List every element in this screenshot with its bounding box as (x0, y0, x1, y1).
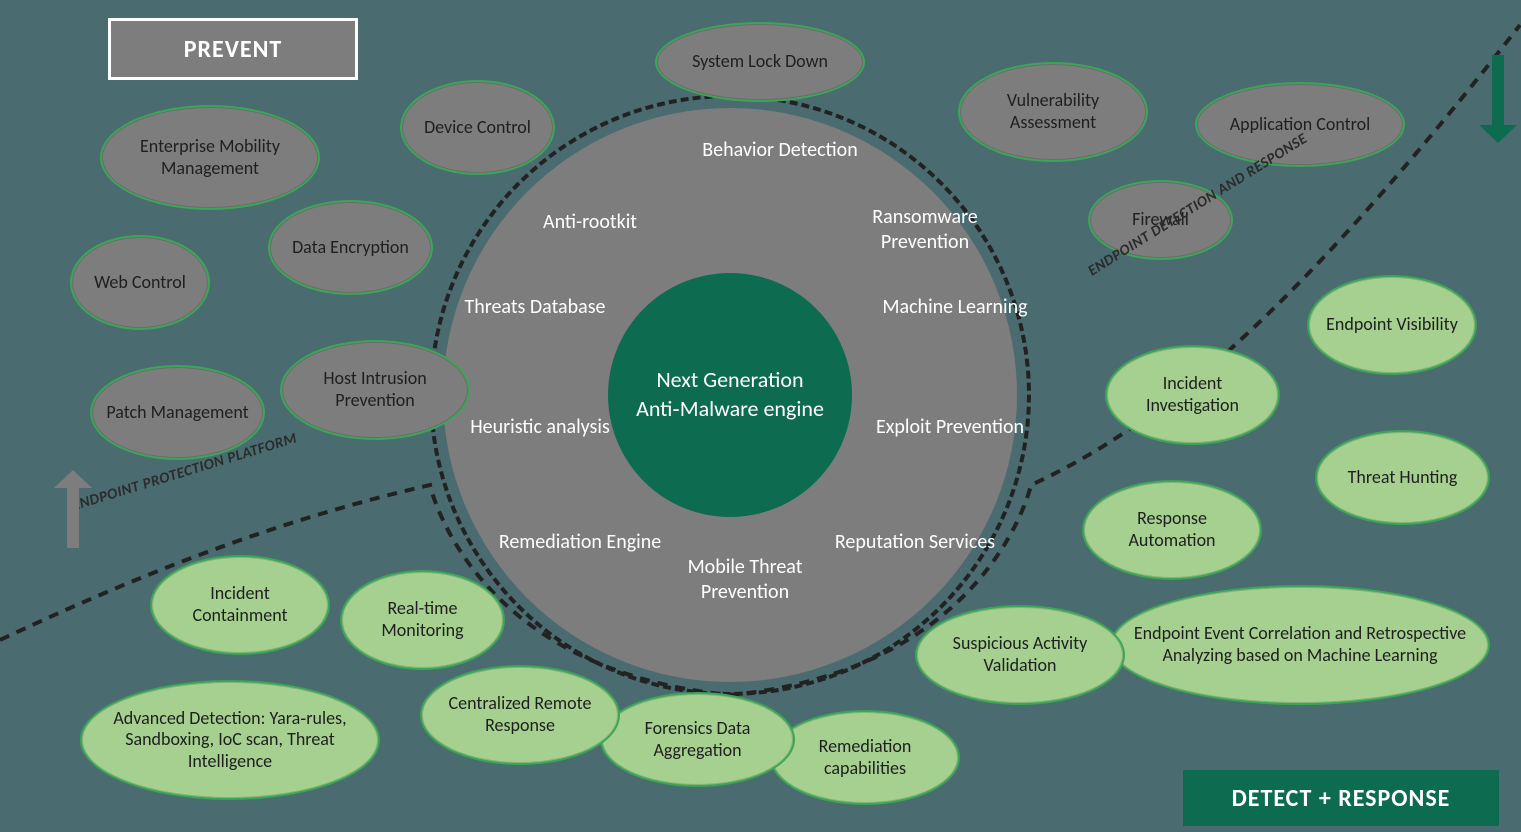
prevent-bubble: Data Encryption (268, 200, 433, 295)
ring-label: Remediation Engine (490, 530, 670, 555)
detect-response-title: DETECT + RESPONSE (1183, 770, 1499, 826)
ring-label: Ransomware Prevention (830, 205, 1020, 255)
prevent-up-arrow-icon (55, 470, 91, 548)
detect-down-arrow-icon (1480, 55, 1516, 143)
ring-label: Threats Database (460, 295, 610, 320)
detect-bubble: Endpoint Visibility (1307, 275, 1477, 375)
prevent-bubble: Enterprise Mobility Management (100, 105, 320, 210)
prevent-bubble: Web Control (70, 235, 210, 330)
ring-label: Exploit Prevention (870, 415, 1030, 440)
detect-bubble: Incident Investigation (1105, 345, 1280, 445)
ring-label: Heuristic analysis (465, 415, 615, 440)
detect-bubble: Threat Hunting (1315, 430, 1490, 525)
center-engine-circle: Next Generation Anti‑Malware engine (608, 273, 852, 517)
detect-bubble: Remediation capabilities (770, 710, 960, 805)
prevent-title: PREVENT (108, 18, 358, 80)
ring-label: Mobile Threat Prevention (660, 555, 830, 605)
prevent-bubble: Application Control (1195, 82, 1405, 167)
prevent-bubble: Device Control (400, 80, 555, 175)
detect-bubble: Centralized Remote Response (420, 665, 620, 765)
detect-bubble: Endpoint Event Correlation and Retrospec… (1110, 585, 1490, 705)
prevent-bubble: Host Intrusion Prevention (280, 340, 470, 440)
detect-bubble: Incident Containment (150, 555, 330, 655)
ring-label: Anti-rootkit (505, 210, 675, 235)
ring-label: Reputation Services (830, 530, 1000, 555)
ring-label: Machine Learning (880, 295, 1030, 320)
prevent-bubble: Vulnerability Assessment (958, 62, 1148, 162)
prevent-bubble: System Lock Down (655, 22, 865, 102)
diagram-canvas: Behavior Detection Anti-rootkit Ransomware… (0, 0, 1521, 832)
detect-bubble: Suspicious Activity Validation (915, 605, 1125, 705)
detect-bubble: Response Automation (1082, 480, 1262, 580)
ring-label: Behavior Detection (690, 138, 870, 163)
detect-bubble: Advanced Detection: Yara‑rules, Sandboxi… (80, 680, 380, 800)
detect-bubble: Forensics Data Aggregation (600, 692, 795, 787)
detect-bubble: Real-time Monitoring (340, 570, 505, 670)
